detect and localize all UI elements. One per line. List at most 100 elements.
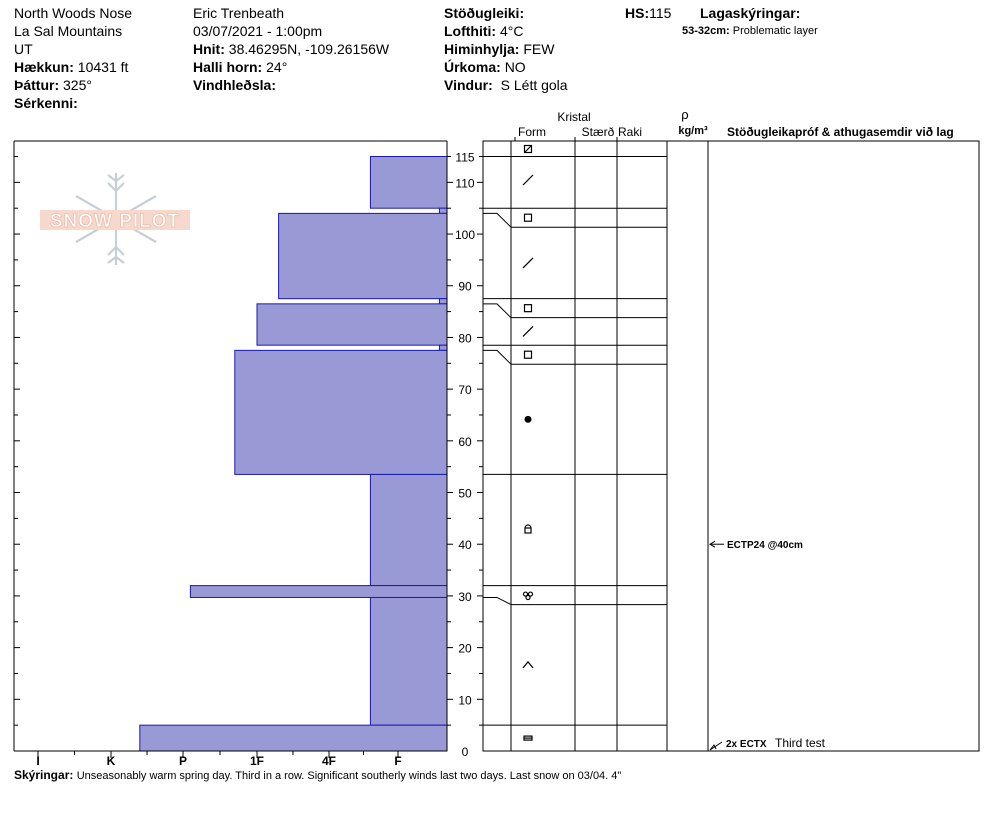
depth-tick-label: 0: [462, 745, 469, 759]
coords-row: Hnit: 38.46295N, -109.26156W: [193, 40, 389, 58]
hardness-bar-1: [438, 207, 448, 214]
test-arrowhead: [709, 540, 716, 548]
tests-header: Stöðugleikapróf & athugasemdir við lag: [727, 125, 954, 139]
form-icon-5: [523, 350, 533, 359]
hardness-axis: I K P 1F 4F F: [36, 751, 402, 768]
features-label: Sérkenni:: [14, 95, 78, 111]
precip-label: Úrkoma:: [444, 59, 501, 75]
form-icon-2: [522, 257, 534, 269]
precip-row: Úrkoma: NO: [444, 58, 568, 76]
depth-tick-label: 80: [458, 331, 472, 345]
hs-row: HS:115: [625, 4, 671, 22]
logo-text: SNOW PILOT: [50, 211, 180, 232]
depth-tick-label: 30: [458, 590, 472, 604]
observer-name: Eric Trenbeath: [193, 5, 285, 21]
form-icon-0: [523, 144, 533, 154]
size-header: Stærð: [582, 125, 615, 139]
form-header: Form: [518, 125, 546, 139]
slope-value: 24°: [266, 59, 288, 75]
test-arrowhead: [709, 744, 717, 751]
elevation-value: 10431 ft: [77, 59, 129, 75]
location-name: North Woods Nose: [14, 5, 133, 21]
depth-tick-label: 70: [458, 383, 472, 397]
slope-row: Halli horn: 24°: [193, 58, 389, 76]
wind-loading-label: Vindhleðsla:: [193, 77, 276, 93]
row-connector: [483, 596, 512, 606]
hardness-bar-9: [369, 596, 448, 726]
hardness-tick-label: 1F: [250, 754, 264, 768]
layer-notes-title: Lagaskýringar:: [700, 4, 800, 22]
hardness-bar-0: [369, 156, 448, 209]
comments-label: Skýringar:: [14, 768, 74, 782]
depth-tick-label: 50: [458, 487, 472, 501]
features-row: Sérkenni:: [14, 94, 132, 112]
depth-tick-label: 90: [458, 280, 472, 294]
sky-row: Himinhylja: FEW: [444, 40, 568, 58]
hardness-bar-3: [438, 298, 448, 305]
moisture-header: Raki: [618, 125, 642, 139]
coords-value: 38.46295N, -109.26156W: [228, 41, 390, 57]
header-col-site: North Woods Nose La Sal Mountains UT Hæk…: [14, 4, 132, 112]
state: UT: [14, 41, 33, 57]
layer-notes-label: Lagaskýringar:: [700, 5, 801, 21]
slope-label: Halli horn:: [193, 59, 263, 75]
depth-tick-label: 115: [455, 151, 474, 165]
hardness-tick-label: I: [36, 754, 39, 768]
hardness-tick-label: K: [107, 754, 116, 768]
form-icon-9: [522, 660, 534, 669]
density-unit: kg/m³: [678, 125, 708, 137]
hardness-tick-label: 4F: [322, 754, 336, 768]
stability-row: Stöðugleiki:: [444, 4, 568, 22]
row-connector: [483, 303, 512, 319]
form-icon-1: [523, 213, 533, 222]
test-note-1: Third test: [775, 736, 826, 750]
layer-note-range: 53-32cm:: [682, 25, 730, 37]
stability-tests: ECTP24 @40cm 2x ECTX Third test: [709, 540, 826, 751]
hardness-plot-frame: [13, 140, 448, 752]
mountain-range: La Sal Mountains: [14, 23, 123, 39]
density-symbol: ρ: [681, 107, 688, 122]
precip-value: NO: [504, 59, 526, 75]
aspect-label: Þáttur:: [14, 77, 60, 93]
airtemp-value: 4°C: [499, 23, 524, 39]
wind-row: Vindur: S Létt gola: [444, 76, 568, 94]
layer-note-text: Problematic layer: [732, 25, 818, 37]
hardness-bar-7: [369, 473, 448, 587]
form-icon-4: [522, 326, 534, 337]
form-icon-0-mid: [522, 174, 534, 186]
sky-label: Himinhylja:: [444, 41, 520, 57]
coords-label: Hnit:: [193, 41, 225, 57]
hardness-tick-label: F: [394, 754, 401, 768]
elevation-row: Hækkun: 10431 ft: [14, 58, 132, 76]
hardness-bar-5: [438, 344, 448, 351]
depth-tick-label: 40: [458, 538, 472, 552]
header-col-conditions: Stöðugleiki: Lofthiti: 4°C Himinhylja: F…: [444, 4, 568, 94]
aspect-row: Þáttur: 325°: [14, 76, 132, 94]
depth-tick-label: 10: [458, 693, 472, 707]
comments-row: Skýringar: Unseasonably warm spring day.…: [14, 766, 621, 785]
hardness-bar-2: [278, 212, 448, 300]
comments-text: Unseasonably warm spring day. Third in a…: [76, 770, 622, 782]
depth-ticks: 0 10 20 30 40 50 60 70 80 90 100 110 115: [447, 151, 483, 759]
hardness-bar-8: [189, 585, 448, 598]
left-minor-ticks: [14, 156, 20, 726]
layer-rows: [483, 156, 667, 726]
elevation-label: Hækkun:: [14, 59, 74, 75]
crystal-header: Kristal: [557, 110, 590, 124]
aspect-value: 325°: [63, 77, 92, 93]
wind-label: Vindur:: [444, 77, 493, 93]
airtemp-row: Lofthiti: 4°C: [444, 22, 568, 40]
hardness-bars: [139, 156, 448, 752]
form-icon-8: [522, 591, 534, 601]
observation-datetime: 03/07/2021 - 1:00pm: [193, 23, 323, 39]
hs-value: 115: [649, 5, 672, 21]
test-label-1: 2x ECTX: [726, 739, 767, 750]
form-icon-3: [523, 304, 533, 313]
snowpilot-logo: SNOW PILOT: [40, 173, 190, 265]
hardness-bar-10: [139, 724, 448, 752]
form-icon-6: [524, 415, 532, 423]
header-col-observer: Eric Trenbeath 03/07/2021 - 1:00pm Hnit:…: [193, 4, 389, 94]
hardness-bar-6: [234, 349, 448, 475]
grain-form-icons: [522, 144, 534, 741]
